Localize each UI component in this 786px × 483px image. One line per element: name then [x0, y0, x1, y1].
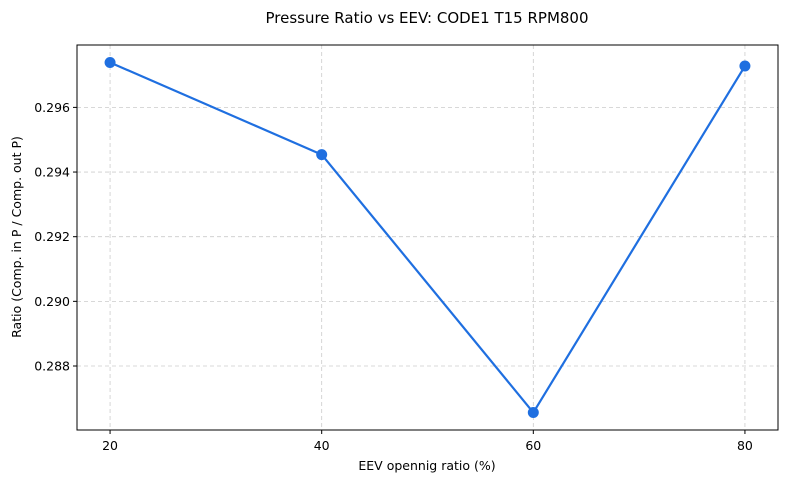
y-tick-label: 0.296: [34, 100, 70, 115]
x-axis-label: EEV opennig ratio (%): [358, 458, 495, 473]
y-tick-label: 0.292: [34, 229, 70, 244]
series-line: [109, 61, 746, 414]
data-point: [739, 60, 751, 72]
y-tick-label: 0.294: [34, 165, 70, 180]
chart-title: Pressure Ratio vs EEV: CODE1 T15 RPM800: [265, 9, 588, 27]
y-axis: 0.288 0.290 0.292 0.294 0.296: [34, 100, 77, 373]
series-group: [104, 56, 751, 419]
x-tick-label: 80: [737, 438, 753, 453]
grid: [77, 45, 778, 430]
y-tick-label: 0.288: [34, 358, 70, 373]
data-point: [527, 407, 539, 419]
y-axis-label: Ratio (Comp. in P / Comp. out P): [9, 136, 24, 338]
x-tick-label: 40: [314, 438, 330, 453]
y-tick-label: 0.290: [34, 294, 70, 309]
x-axis: 20 40 60 80: [102, 430, 753, 453]
x-tick-label: 20: [102, 438, 118, 453]
plot-area-frame: [76, 44, 779, 431]
x-tick-label: 60: [525, 438, 541, 453]
data-point: [316, 149, 328, 161]
data-point: [104, 56, 116, 68]
